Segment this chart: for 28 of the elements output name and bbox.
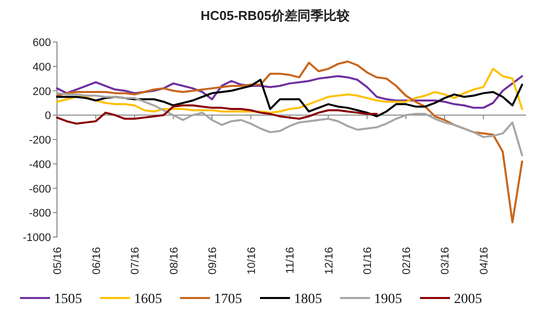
y-tick-label: -200 [28,134,51,146]
legend-label: 1605 [134,292,162,307]
legend-label: 1705 [214,292,242,307]
x-tick-label: 10/16 [246,247,258,275]
y-tick-label: 0 [44,110,51,122]
y-tick-label: 600 [32,37,51,49]
legend-label: 2005 [454,292,482,307]
x-tick-label: 05/16 [52,247,64,275]
x-tick-label: 04/16 [478,247,490,275]
legend-label: 1905 [374,292,402,307]
x-tick-label: 12/16 [323,247,336,275]
chart-title: HC05-RB05价差同季比较 [200,8,350,23]
legend-label: 1505 [54,292,82,307]
legend-label: 1805 [294,292,322,307]
x-tick-label: 06/16 [90,247,103,275]
y-tick-label: 200 [32,86,51,98]
y-tick-label: 400 [32,61,51,74]
x-tick-label: 11/16 [284,247,297,274]
y-tick-label: -600 [28,183,51,196]
x-tick-label: 09/16 [207,247,220,275]
y-tick-label: -800 [28,208,51,220]
y-tick-label: -1000 [22,232,51,244]
x-tick-label: 02/16 [400,247,413,275]
x-tick-label: 01/16 [362,247,374,275]
x-tick-label: 08/16 [168,247,180,275]
x-tick-label: 03/16 [440,247,452,275]
x-tick-label: 07/16 [130,247,142,275]
y-tick-label: -400 [28,158,51,171]
